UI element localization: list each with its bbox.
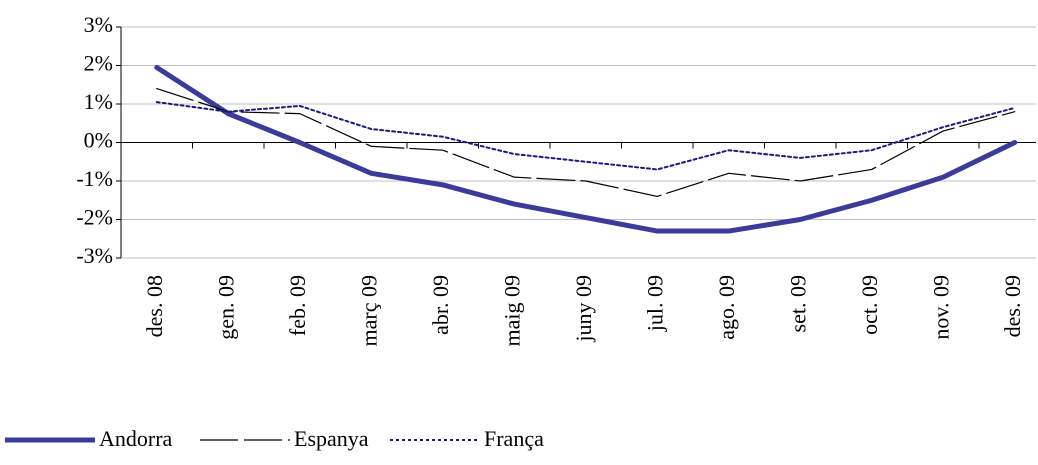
x-tick-label: set. 09 [785,275,810,332]
line-series [154,64,1018,234]
line-series [156,87,1016,197]
x-tick-label: gen. 09 [213,275,238,340]
line-series [155,101,1016,171]
y-tick-label: 0% [84,128,113,153]
legend-label: Andorra [99,426,173,451]
x-tick-label: des. 08 [142,275,167,337]
x-tick-label: jul. 09 [642,275,667,332]
y-tick-label: 2% [84,51,113,76]
x-tick-label: ago. 09 [714,275,739,340]
x-tick-label: oct. 09 [857,275,882,335]
x-tick-label: feb. 09 [285,275,310,336]
legend-label: França [484,426,544,451]
y-tick-label: -2% [76,205,113,230]
y-tick-label: 1% [84,89,113,114]
x-tick-label: des. 09 [1000,275,1025,337]
legend-label: Espanya [294,426,369,451]
y-tick-label: -1% [76,166,113,191]
y-tick-label: -3% [76,243,113,268]
x-tick-label: abr. 09 [428,275,453,335]
x-tick-label: maig 09 [499,275,524,347]
x-tick-label: nov. 09 [928,275,953,340]
x-tick-label: març 09 [356,275,381,346]
x-tick-label: juny 09 [571,275,596,343]
y-tick-label: 3% [84,12,113,37]
